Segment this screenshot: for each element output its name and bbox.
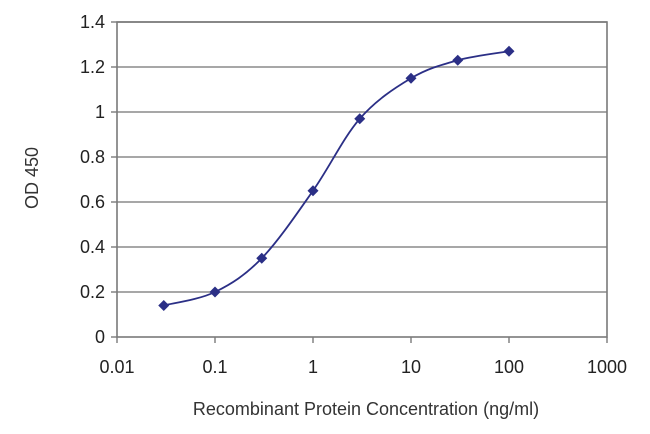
y-tick-label: 1 <box>95 102 105 122</box>
grid-layer <box>117 21 607 293</box>
y-tick-labels: 0 0.2 0.4 0.6 0.8 1 1.2 1.4 <box>80 12 117 347</box>
data-point <box>209 286 221 298</box>
series-layer <box>158 45 515 311</box>
y-tick-label: 0 <box>95 327 105 347</box>
y-tick-label: 0.2 <box>80 282 105 302</box>
y-tick-label: 0.6 <box>80 192 105 212</box>
series-line <box>163 50 510 307</box>
x-tick-label: 1000 <box>587 357 627 377</box>
x-tick-label: 10 <box>401 357 421 377</box>
data-point <box>452 54 464 66</box>
data-point <box>307 185 319 197</box>
plot-area-border <box>116 21 608 338</box>
y-tick-label: 1.4 <box>80 12 105 32</box>
x-tick-label: 1 <box>308 357 318 377</box>
y-axis-title: OD 450 <box>22 147 42 209</box>
data-point <box>503 45 515 57</box>
data-point <box>256 252 268 264</box>
x-axis-title: Recombinant Protein Concentration (ng/ml… <box>193 399 539 419</box>
data-point <box>158 300 170 311</box>
plot-frame <box>116 21 608 338</box>
y-tick-label: 1.2 <box>80 57 105 77</box>
x-tick-label: 0.1 <box>202 357 227 377</box>
y-tick-label: 0.8 <box>80 147 105 167</box>
x-tick-label: 0.01 <box>99 357 134 377</box>
x-tick-labels: 0.01 0.1 1 10 100 1000 <box>99 337 627 377</box>
data-point <box>405 72 417 84</box>
y-tick-label: 0.4 <box>80 237 105 257</box>
x-tick-label: 100 <box>494 357 524 377</box>
data-point <box>354 113 366 125</box>
